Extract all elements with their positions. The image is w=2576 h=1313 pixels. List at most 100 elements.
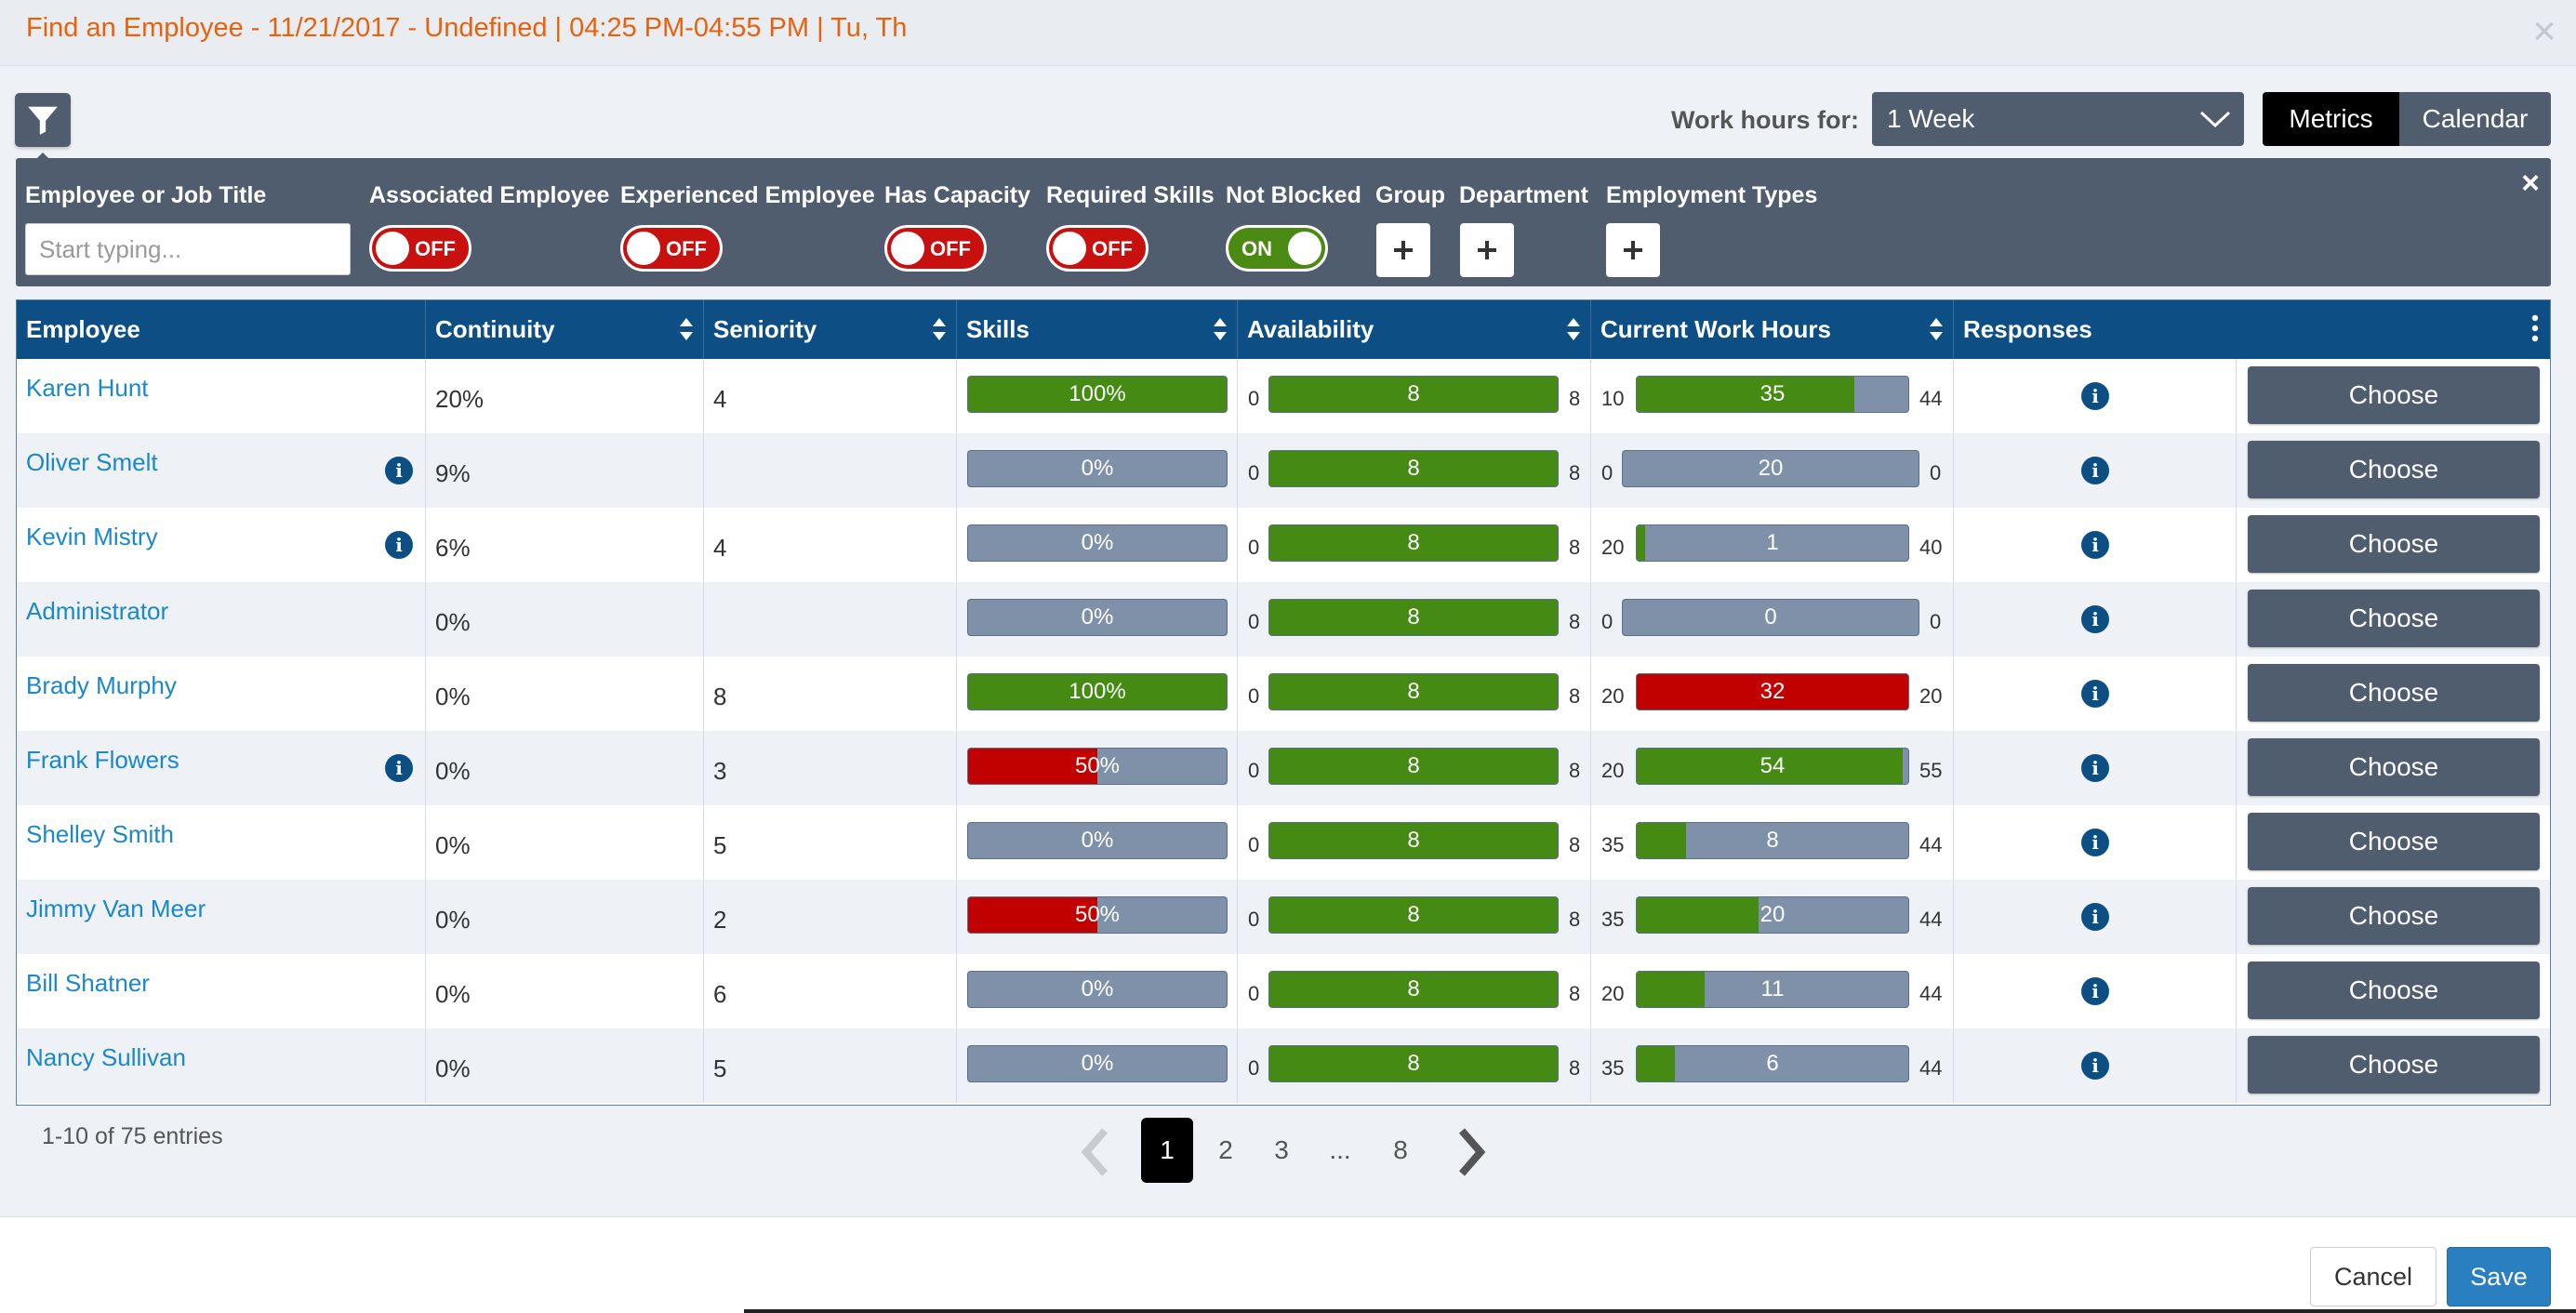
work-hours-min: 35: [1601, 1056, 1625, 1080]
employee-name-link[interactable]: Jimmy Van Meer: [26, 895, 206, 922]
responses-info-icon[interactable]: i: [2081, 680, 2109, 708]
work-hours-min: 0: [1601, 610, 1613, 633]
work-hours-select[interactable]: 1 Week: [1872, 92, 2244, 146]
responses-info-icon[interactable]: i: [2081, 977, 2109, 1005]
close-filter-icon[interactable]: ×: [2521, 166, 2540, 201]
employee-name-link[interactable]: Karen Hunt: [26, 374, 149, 402]
employee-name-link[interactable]: Frank Flowers: [26, 746, 179, 774]
info-icon[interactable]: i: [385, 531, 413, 559]
bar-fill: [1637, 823, 1686, 858]
choose-button[interactable]: Choose: [2248, 738, 2540, 796]
add-employment-type-button[interactable]: [1606, 223, 1660, 277]
employee-search-input[interactable]: [25, 223, 351, 275]
column-availability-label: Availability: [1247, 315, 1374, 343]
chevron-down-icon: [2199, 111, 2231, 128]
responses-info-icon[interactable]: i: [2081, 829, 2109, 856]
info-icon[interactable]: i: [385, 457, 413, 484]
responses-info-icon[interactable]: i: [2081, 531, 2109, 559]
availability-cell: 0 8 8: [1238, 954, 1591, 1028]
choose-button[interactable]: Choose: [2248, 664, 2540, 722]
choose-cell: Choose: [2237, 359, 2550, 433]
column-availability[interactable]: Availability: [1238, 300, 1591, 359]
employee-name-link[interactable]: Nancy Sullivan: [26, 1043, 186, 1071]
continuity-value: 0%: [435, 980, 471, 1008]
dialog-title: Find an Employee - 11/21/2017 - Undefine…: [26, 13, 908, 43]
bar-label: 20: [1759, 902, 1786, 927]
responses-cell: i: [1954, 359, 2237, 433]
availability-min: 0: [1248, 833, 1260, 856]
availability-bar: 8: [1268, 673, 1559, 710]
choose-button[interactable]: Choose: [2248, 813, 2540, 870]
availability-cell: 0 8 8: [1238, 1028, 1591, 1103]
table-row: Nancy Sullivan 0% 5 0% 0 8 8 35 6 44 i Choose: [17, 1028, 2550, 1103]
employee-name-link[interactable]: Brady Murphy: [26, 671, 177, 699]
work-hours-min: 10: [1601, 387, 1625, 410]
choose-button[interactable]: Choose: [2248, 1036, 2540, 1094]
availability-cell: 0 8 8: [1238, 805, 1591, 880]
responses-info-icon[interactable]: i: [2081, 382, 2109, 410]
choose-button[interactable]: Choose: [2248, 590, 2540, 647]
skills-cell: 0%: [957, 433, 1238, 508]
column-responses[interactable]: Responses: [1954, 300, 2550, 359]
choose-button[interactable]: Choose: [2248, 515, 2540, 573]
responses-info-icon[interactable]: i: [2081, 1052, 2109, 1080]
skills-cell: 0%: [957, 805, 1238, 880]
add-department-button[interactable]: [1460, 223, 1514, 277]
page-8[interactable]: 8: [1393, 1135, 1408, 1164]
page-2[interactable]: 2: [1218, 1135, 1233, 1164]
continuity-cell: 0%: [426, 954, 704, 1028]
page-1[interactable]: 1: [1141, 1118, 1193, 1183]
responses-info-icon[interactable]: i: [2081, 903, 2109, 931]
work-hours-min: 20: [1601, 982, 1625, 1005]
bar-label: 8: [1407, 976, 1420, 1001]
choose-button[interactable]: Choose: [2248, 441, 2540, 498]
work-hours-cell: 0 20 0: [1591, 433, 1954, 508]
employee-name-link[interactable]: Shelley Smith: [26, 820, 174, 848]
employee-name-link[interactable]: Kevin Mistry: [26, 523, 158, 550]
continuity-cell: 6%: [426, 508, 704, 582]
responses-info-icon[interactable]: i: [2081, 457, 2109, 484]
add-group-button[interactable]: [1376, 223, 1430, 277]
employee-name-link[interactable]: Administrator: [26, 597, 169, 625]
close-icon[interactable]: ×: [2532, 8, 2556, 54]
column-seniority[interactable]: Seniority: [704, 300, 957, 359]
column-employee[interactable]: Employee: [17, 300, 426, 359]
experienced-employee-toggle[interactable]: OFF: [620, 225, 723, 272]
calendar-tab[interactable]: Calendar: [2399, 92, 2551, 146]
info-icon[interactable]: i: [385, 754, 413, 782]
availability-max: 8: [1569, 833, 1581, 856]
column-current-work-hours[interactable]: Current Work Hours: [1591, 300, 1954, 359]
save-button[interactable]: Save: [2447, 1247, 2551, 1306]
next-page-icon[interactable]: [1453, 1127, 1490, 1177]
bar-fill: [968, 674, 1227, 710]
sort-icon: [1930, 318, 1943, 340]
choose-button[interactable]: Choose: [2248, 887, 2540, 945]
responses-info-icon[interactable]: i: [2081, 754, 2109, 782]
required-skills-toggle[interactable]: OFF: [1046, 225, 1149, 272]
work-hours-label: Work hours for:: [1671, 106, 1859, 134]
metrics-tab[interactable]: Metrics: [2263, 92, 2399, 146]
skills-bar: 0%: [967, 450, 1228, 487]
availability-min: 0: [1248, 982, 1260, 1005]
has-capacity-toggle[interactable]: OFF: [884, 225, 987, 272]
kebab-menu-icon[interactable]: [2531, 314, 2539, 342]
work-hours-bar: 1: [1636, 524, 1909, 562]
choose-button[interactable]: Choose: [2248, 366, 2540, 424]
responses-info-icon[interactable]: i: [2081, 605, 2109, 633]
associated-employee-toggle[interactable]: OFF: [369, 225, 471, 272]
column-continuity[interactable]: Continuity: [426, 300, 704, 359]
cancel-button[interactable]: Cancel: [2310, 1247, 2437, 1306]
work-hours-cell: 20 11 44: [1591, 954, 1954, 1028]
toggle-knob: [1053, 232, 1086, 265]
skills-cell: 50%: [957, 880, 1238, 954]
page-3[interactable]: 3: [1274, 1135, 1289, 1164]
employee-name-link[interactable]: Oliver Smelt: [26, 448, 158, 476]
filter-button[interactable]: [15, 93, 71, 147]
bar-fill: [968, 897, 1097, 933]
previous-page-icon[interactable]: [1077, 1127, 1114, 1177]
column-skills[interactable]: Skills: [957, 300, 1238, 359]
not-blocked-toggle[interactable]: ON: [1226, 225, 1328, 272]
bar-label: 100%: [1069, 381, 1126, 406]
choose-button[interactable]: Choose: [2248, 962, 2540, 1019]
employee-name-link[interactable]: Bill Shatner: [26, 969, 150, 997]
